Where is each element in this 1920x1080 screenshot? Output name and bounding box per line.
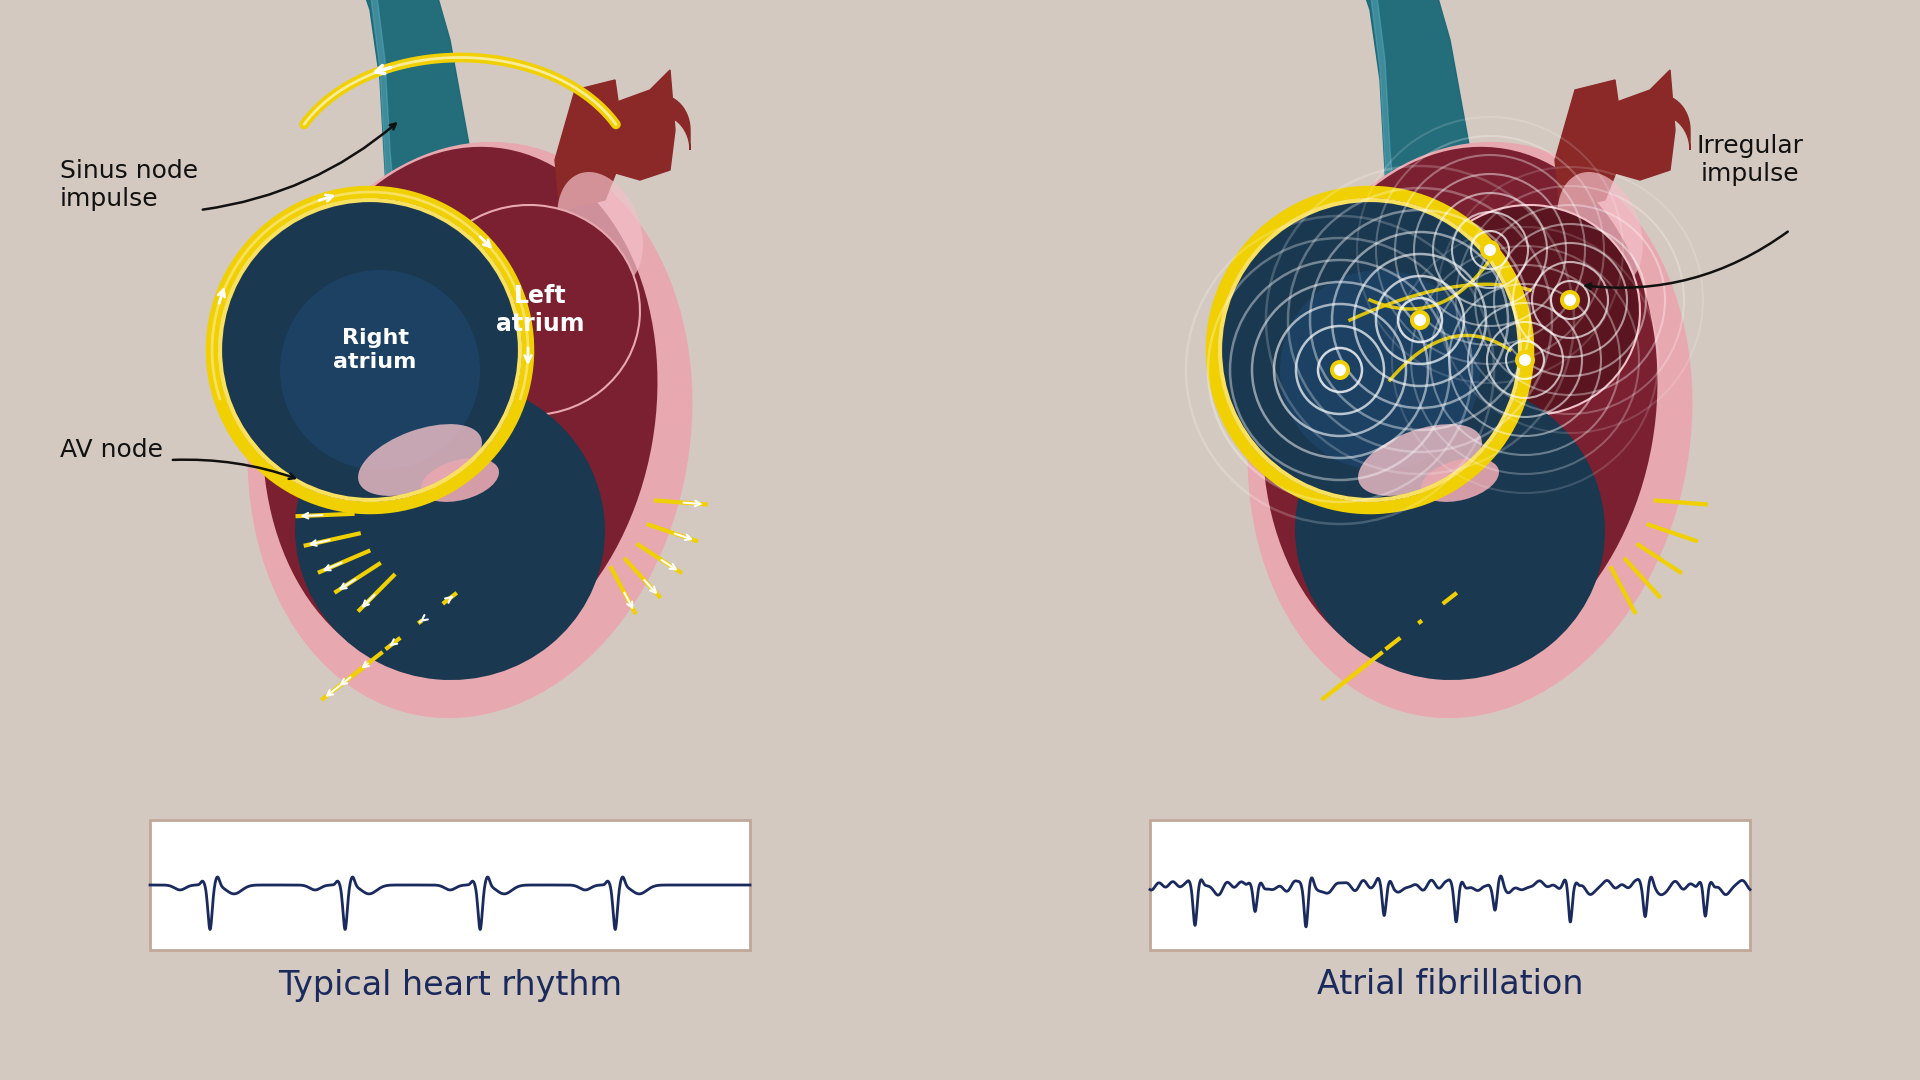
Ellipse shape <box>1421 458 1500 502</box>
Circle shape <box>1219 200 1521 500</box>
Text: Irregular
impulse: Irregular impulse <box>1697 134 1803 186</box>
Circle shape <box>1565 294 1576 306</box>
Ellipse shape <box>1248 141 1692 718</box>
Ellipse shape <box>420 458 499 502</box>
Polygon shape <box>1586 70 1674 180</box>
Polygon shape <box>330 0 499 510</box>
Ellipse shape <box>296 380 605 680</box>
Ellipse shape <box>1421 205 1640 415</box>
Ellipse shape <box>357 424 482 496</box>
Ellipse shape <box>1557 172 1644 288</box>
Polygon shape <box>1331 0 1500 510</box>
Circle shape <box>1484 244 1496 256</box>
Polygon shape <box>586 70 676 180</box>
Circle shape <box>1334 364 1346 376</box>
Ellipse shape <box>1357 424 1482 496</box>
FancyBboxPatch shape <box>150 820 751 950</box>
Polygon shape <box>1356 0 1425 430</box>
Ellipse shape <box>1263 147 1657 673</box>
Text: Left
atrium: Left atrium <box>495 284 584 336</box>
Ellipse shape <box>263 147 657 673</box>
Text: Right
atrium: Right atrium <box>334 328 417 372</box>
Text: Typical heart rhythm: Typical heart rhythm <box>278 969 622 1001</box>
Circle shape <box>221 200 520 500</box>
Ellipse shape <box>557 172 643 288</box>
Text: AV node: AV node <box>60 438 163 462</box>
Ellipse shape <box>248 141 693 718</box>
Ellipse shape <box>1294 380 1605 680</box>
Polygon shape <box>1555 80 1624 210</box>
Circle shape <box>1515 350 1534 370</box>
Circle shape <box>280 270 480 470</box>
Polygon shape <box>355 0 424 430</box>
Circle shape <box>1519 354 1530 366</box>
Ellipse shape <box>420 205 639 415</box>
Text: Atrial fibrillation: Atrial fibrillation <box>1317 969 1584 1001</box>
Circle shape <box>1409 310 1430 330</box>
Polygon shape <box>1630 95 1690 150</box>
FancyBboxPatch shape <box>1150 820 1749 950</box>
Polygon shape <box>630 95 689 150</box>
Circle shape <box>1331 360 1350 380</box>
Circle shape <box>1480 240 1500 260</box>
Polygon shape <box>555 80 626 210</box>
Text: Sinus node
impulse: Sinus node impulse <box>60 159 198 211</box>
Circle shape <box>1281 270 1480 470</box>
Circle shape <box>1559 291 1580 310</box>
Circle shape <box>1413 314 1427 326</box>
